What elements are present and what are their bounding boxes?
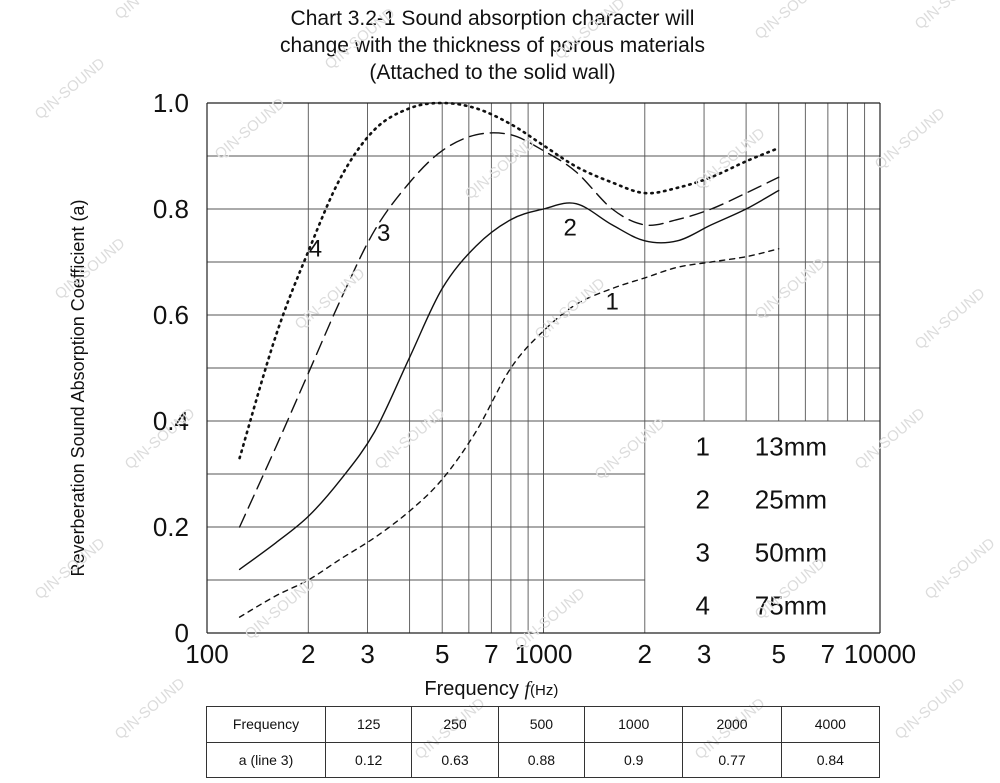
x-tick-label: 5	[771, 639, 785, 669]
x-tick-label: 10000	[844, 639, 916, 669]
legend-entry-label: 25mm	[755, 485, 827, 515]
watermark-logo: QIN-SOUND	[322, 5, 399, 73]
axis-layer: 0 0.2 0.4 0.6 0.8 1.0 100 2 3 5 7 1000 2 3 5 7 10000 Freq…	[68, 88, 916, 700]
watermark-logo: QIN-SOUND	[922, 535, 999, 603]
legend-entry-label: 50mm	[755, 538, 827, 568]
x-tick-label: 1000	[515, 639, 573, 669]
table-cell-frequency: 2000	[682, 706, 782, 743]
table-cell-value: 0.12	[324, 741, 413, 778]
table-cell-frequency: 125	[324, 706, 413, 743]
curve-label: 3	[377, 220, 390, 247]
chart-title-line-1: Chart 3.2-1 Sound absorption character w…	[290, 7, 695, 30]
series-line-50mm	[238, 132, 780, 528]
legend-entry-label: 75mm	[755, 591, 827, 621]
table-cell-value: 0.77	[682, 741, 782, 778]
table-cell-value: 0.9	[584, 741, 684, 778]
table-cell-value: 0.88	[497, 741, 586, 778]
x-tick-label: 7	[484, 639, 498, 669]
watermark-logo: QIN-SOUND	[852, 405, 929, 473]
watermark-logo: QIN-SOUND	[752, 255, 829, 323]
table-cell-value: 0.63	[411, 741, 499, 778]
table-row-frequency: Frequency 125 250 500 1000 2000 4000	[206, 706, 881, 743]
curve-label: 1	[606, 289, 619, 316]
watermark-logo: QIN-SOUND	[872, 105, 949, 173]
series-line-25mm	[238, 189, 780, 571]
series-layer	[238, 101, 780, 618]
table-cell-frequency: 500	[497, 706, 586, 743]
legend-number: 2	[696, 485, 710, 515]
curve-label: 2	[563, 215, 576, 242]
x-tick-label: 100	[185, 639, 228, 669]
x-tick-label: 2	[638, 639, 652, 669]
watermark-logo: QIN-SOUND	[462, 135, 539, 203]
table-cell-frequency: 4000	[780, 706, 881, 743]
chart-title-line-3: (Attached to the solid wall)	[369, 61, 616, 84]
y-tick-label: 0	[175, 618, 189, 648]
x-tick-label: 5	[435, 639, 449, 669]
table-header-coefficient: a (line 3)	[206, 741, 326, 778]
table-cell-frequency: 250	[411, 706, 499, 743]
y-tick-label: 0.8	[153, 194, 189, 224]
legend-number: 3	[696, 538, 710, 568]
watermark-logo: QIN-SOUND	[592, 415, 669, 483]
watermark-logo: QIN-SOUND	[32, 55, 109, 123]
watermark-logo: QIN-SOUND	[692, 125, 769, 193]
curve-label-layer: 4 3 2 1	[309, 215, 619, 316]
y-tick-label: 0.6	[153, 300, 189, 330]
table-cell-value: 0.84	[780, 741, 881, 778]
legend-entry-label: 13mm	[755, 432, 827, 462]
legend-layer: 1 13mm 2 25mm 3 50mm 4 75mm	[696, 432, 827, 621]
x-tick-label: 7	[821, 639, 835, 669]
series-line-75mm	[238, 101, 780, 460]
x-tick-label: 2	[301, 639, 315, 669]
x-tick-label: 3	[697, 639, 711, 669]
watermark-logo: QIN-SOUND	[912, 0, 989, 33]
x-axis-label: Frequency f(Hz)	[424, 678, 558, 700]
y-tick-label: 1.0	[153, 88, 189, 118]
table-cell-frequency: 1000	[584, 706, 684, 743]
chart-title-line-2: change with the thickness of porous mate…	[280, 34, 705, 57]
watermark-logo: QIN-SOUND	[112, 675, 189, 743]
watermark-logo: QIN-SOUND	[212, 95, 289, 163]
watermark-logo: QIN-SOUND	[112, 0, 189, 23]
watermark-logo: QIN-SOUND	[892, 675, 969, 743]
table-header-frequency: Frequency	[206, 706, 326, 743]
watermark-logo: QIN-SOUND	[752, 0, 829, 43]
x-tick-label: 3	[360, 639, 374, 669]
watermark-logo: QIN-SOUND	[52, 235, 129, 303]
y-axis-label: Reverberation Sound Absorption Coefficie…	[68, 200, 88, 577]
frequency-table: Frequency 125 250 500 1000 2000 4000 a (…	[206, 706, 881, 778]
legend-number: 4	[696, 591, 710, 621]
table-row-coefficient: a (line 3) 0.12 0.63 0.88 0.9 0.77 0.84	[206, 741, 881, 778]
legend-number: 1	[696, 432, 710, 462]
y-tick-label: 0.4	[153, 406, 189, 436]
watermark-logo: QIN-SOUND	[552, 0, 629, 63]
curve-label: 4	[309, 236, 322, 263]
watermark-logo: QIN-SOUND	[912, 285, 989, 353]
y-tick-label: 0.2	[153, 512, 189, 542]
